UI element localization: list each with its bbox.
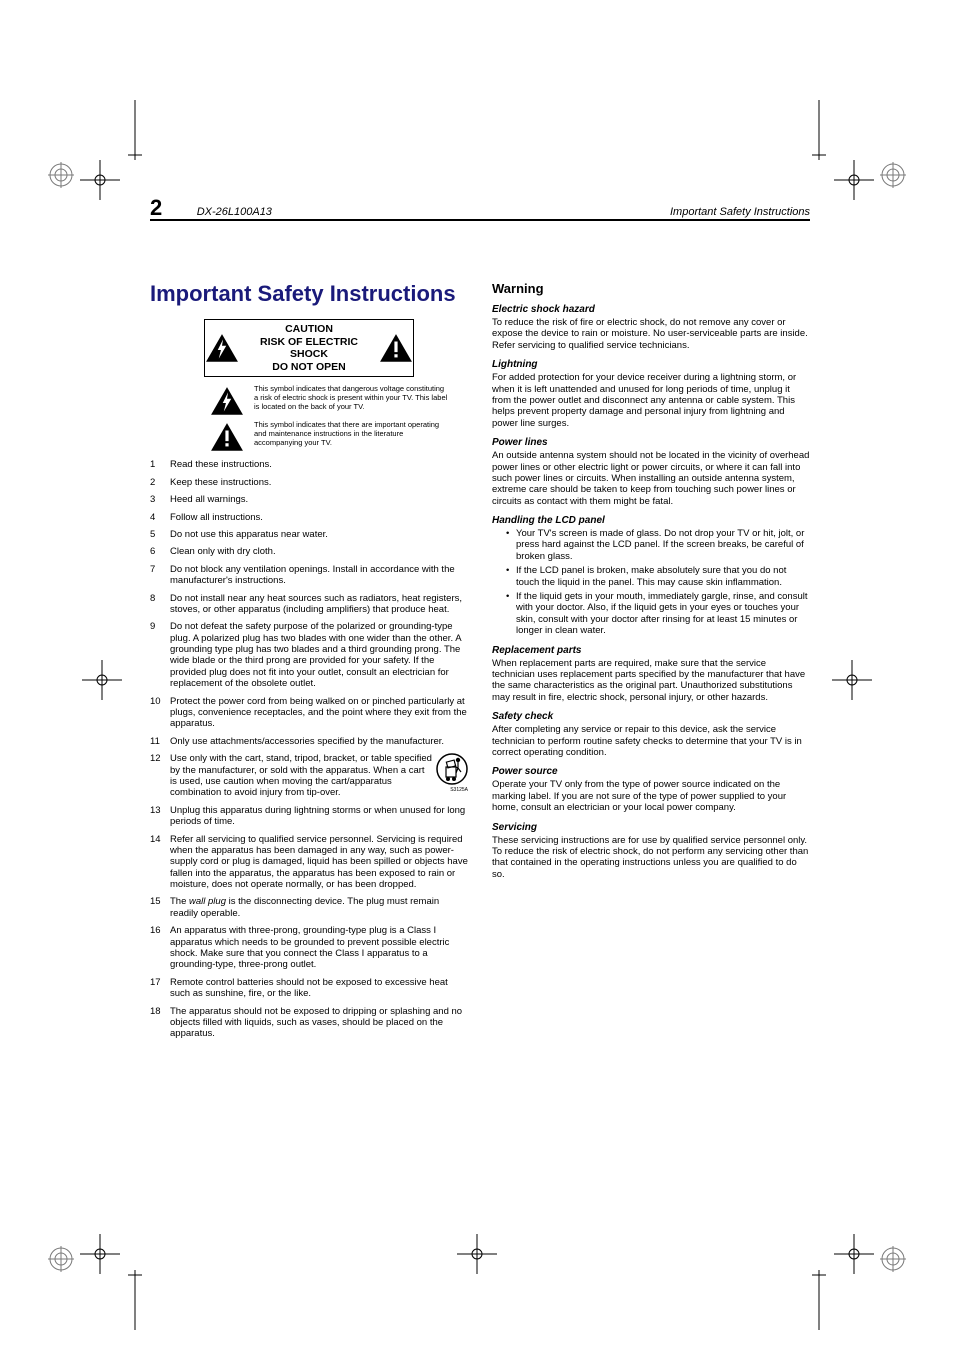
instruction-item: Read these instructions. [150,459,468,470]
warning-body: These servicing instructions are for use… [492,835,810,881]
caution-text: CAUTION RISK OF ELECTRIC SHOCK DO NOT OP… [239,320,379,376]
caution-line1: CAUTION [241,323,377,336]
instruction-item: Unplug this apparatus during lightning s… [150,805,468,828]
warning-body: An outside antenna system should not be … [492,450,810,507]
cross-mark-bc [457,1234,497,1274]
trim-mark-tr [812,100,826,160]
warning-body: After completing any service or repair t… [492,724,810,758]
instruction-item: Refer all servicing to qualified service… [150,834,468,891]
warning-subhead: Replacement parts [492,645,810,656]
instruction-item: Follow all instructions. [150,512,468,523]
instruction-item: The wall plug is the disconnecting devic… [150,896,468,919]
header-model: DX-26L100A13 [197,206,272,218]
cross-mark-br [834,1234,874,1274]
caution-line2: RISK OF ELECTRIC SHOCK [241,336,377,361]
exclamation-triangle-icon [379,333,413,363]
page-number: 2 [150,195,162,220]
cross-mark-mr [832,660,872,700]
left-column: Important Safety Instructions CAUTION RI… [150,281,468,1046]
instruction-item: Do not use this apparatus near water. [150,529,468,540]
cross-mark-tr [834,160,874,200]
warning-subhead: Servicing [492,822,810,833]
warning-body: When replacement parts are required, mak… [492,658,810,704]
warning-body: To reduce the risk of fire or electric s… [492,317,810,351]
warning-body: For added protection for your device rec… [492,372,810,429]
item15-pre: The [170,896,189,907]
warning-body: Operate your TV only from the type of po… [492,779,810,813]
cart-tipover-icon [436,753,468,785]
page-title: Important Safety Instructions [150,281,468,307]
header-rule [150,219,810,221]
cart-icon-code: S3125A [450,787,468,793]
right-column: Warning Electric shock hazard To reduce … [492,281,810,1046]
bolt-triangle-icon [210,385,244,415]
trim-mark-br [812,1270,826,1330]
symbol-bolt-text: This symbol indicates that dangerous vol… [254,385,450,411]
instruction-item: An apparatus with three-prong, grounding… [150,925,468,971]
page-header: 2 DX-26L100A13 Important Safety Instruct… [150,195,810,221]
warning-subhead: Power source [492,766,810,777]
lcd-bullet-list: Your TV's screen is made of glass. Do no… [492,528,810,637]
caution-box: CAUTION RISK OF ELECTRIC SHOCK DO NOT OP… [204,319,414,377]
two-column-layout: Important Safety Instructions CAUTION RI… [150,281,810,1046]
warning-heading: Warning [492,281,810,296]
reg-mark-tr [880,162,906,188]
trim-mark-tl [128,100,142,160]
instruction-item: Keep these instructions. [150,477,468,488]
header-section-name: Important Safety Instructions [670,206,810,218]
instructions-list: Read these instructions. Keep these inst… [150,459,468,1039]
header-left: 2 DX-26L100A13 [150,195,272,221]
cross-mark-ml [82,660,122,700]
cross-mark-tl [80,160,120,200]
warning-subhead: Safety check [492,711,810,722]
reg-mark-bl [48,1246,74,1272]
cross-mark-bl [80,1234,120,1274]
instruction-item: Do not install near any heat sources suc… [150,593,468,616]
instruction-item: Do not defeat the safety purpose of the … [150,621,468,689]
reg-mark-tl [48,162,74,188]
reg-mark-br [880,1246,906,1272]
instruction-item: Remote control batteries should not be e… [150,977,468,1000]
bolt-triangle-icon [205,333,239,363]
instruction-item: The apparatus should not be exposed to d… [150,1006,468,1040]
instruction-item: Do not block any ventilation openings. I… [150,564,468,587]
instruction-item: Heed all warnings. [150,494,468,505]
page-content: 2 DX-26L100A13 Important Safety Instruct… [150,195,810,1046]
bullet-item: If the LCD panel is broken, make absolut… [506,565,810,588]
bullet-item: If the liquid gets in your mouth, immedi… [506,591,810,637]
symbol-bolt-row: This symbol indicates that dangerous vol… [210,385,450,415]
instruction-item: Protect the power cord from being walked… [150,696,468,730]
instruction-item: Only use attachments/accessories specifi… [150,736,468,747]
instruction-item-cart: Use only with the cart, stand, tripod, b… [150,753,468,799]
warning-subhead: Handling the LCD panel [492,515,810,526]
instruction-item-text: Use only with the cart, stand, tripod, b… [170,753,432,798]
caution-line3: DO NOT OPEN [241,361,377,374]
exclamation-triangle-icon [210,421,244,451]
warning-subhead: Power lines [492,437,810,448]
warning-subhead: Lightning [492,359,810,370]
bullet-item: Your TV's screen is made of glass. Do no… [506,528,810,562]
trim-mark-bl [128,1270,142,1330]
symbol-excl-text: This symbol indicates that there are imp… [254,421,450,447]
item15-em: wall plug [189,896,226,907]
warning-subhead: Electric shock hazard [492,304,810,315]
instruction-item: Clean only with dry cloth. [150,546,468,557]
symbol-excl-row: This symbol indicates that there are imp… [210,421,450,451]
